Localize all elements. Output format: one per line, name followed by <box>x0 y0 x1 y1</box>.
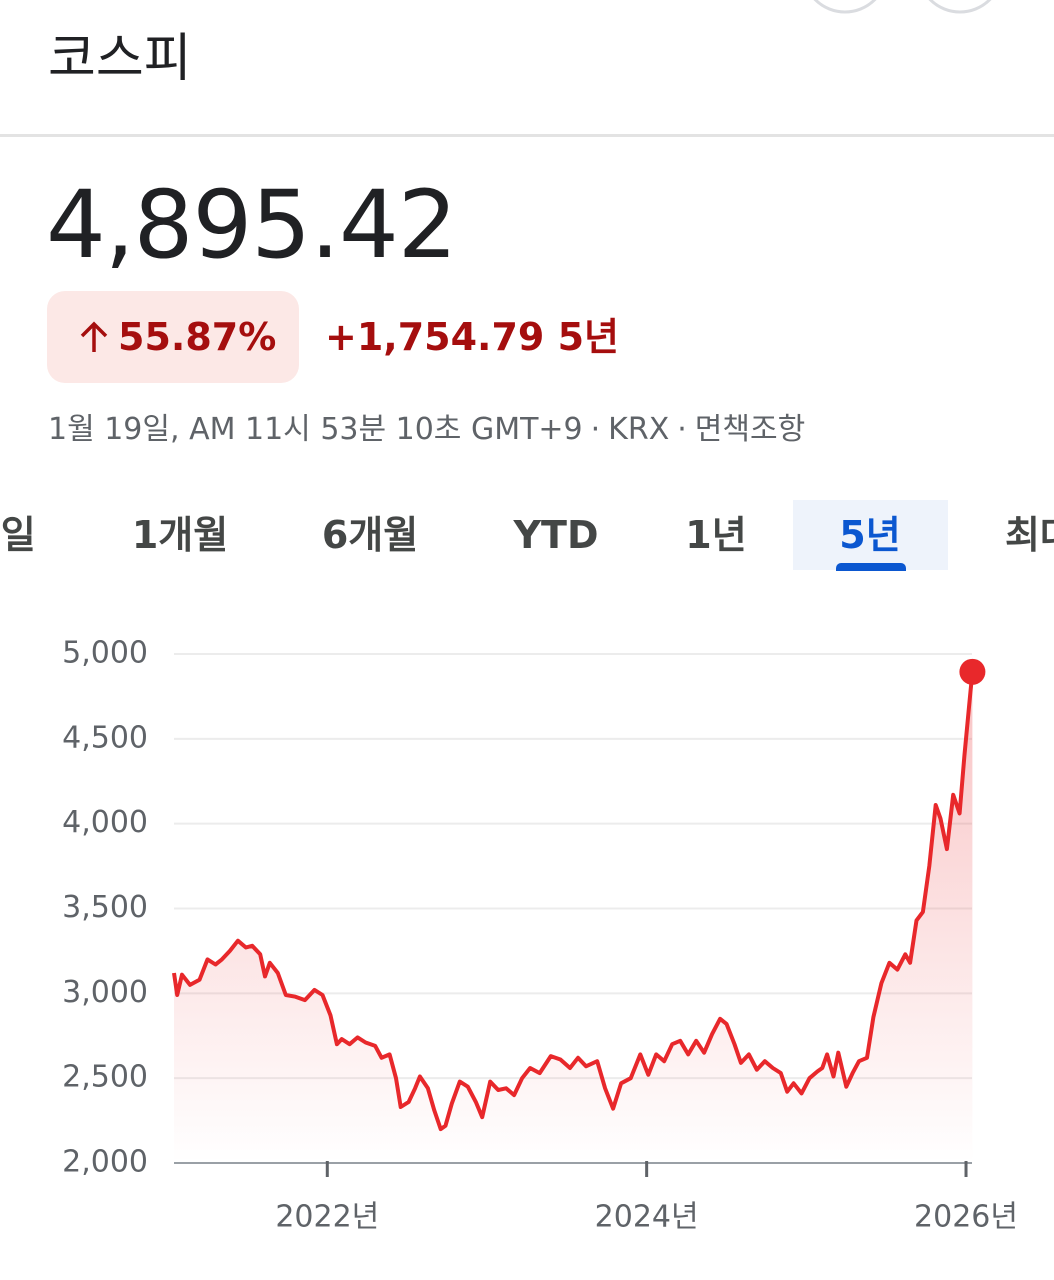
range-tab[interactable]: 1일 <box>0 513 36 557</box>
title: 코스피 <box>48 29 192 89</box>
range-tab[interactable]: 1개월 <box>131 513 229 557</box>
circle-button[interactable] <box>803 0 887 14</box>
x-tick-label: 2026년 <box>914 1200 1018 1235</box>
range-tab[interactable]: 1년 <box>685 513 747 557</box>
line <box>172 671 975 1132</box>
separator: · <box>590 412 601 447</box>
up-arrow-icon <box>80 321 108 352</box>
selected-tab-bg <box>793 500 948 570</box>
timestamp: 1월 19일, AM 11시 53분 10초 GMT+9 <box>48 412 583 447</box>
x-tick-label: 2024년 <box>595 1200 699 1235</box>
top-buttons <box>803 0 1002 14</box>
exchange: KRX <box>608 412 670 447</box>
range-tab[interactable]: YTD <box>513 513 599 557</box>
y-tick-label: 5,000 <box>62 636 148 671</box>
area <box>174 671 973 1163</box>
price: 4,895.42 <box>46 171 458 280</box>
x-tick-label: 2022년 <box>275 1200 379 1235</box>
end-point <box>959 658 986 685</box>
disclaimer-link[interactable]: 면책조항 <box>694 412 806 447</box>
range-tab[interactable]: 6개월 <box>321 513 419 557</box>
y-tick-label: 4,500 <box>62 720 148 755</box>
change-value: +1,754.79 <box>325 315 545 359</box>
change-percent: 55.87% <box>118 315 277 359</box>
y-tick-label: 2,500 <box>62 1060 148 1095</box>
range-tab[interactable]: 5년 <box>839 513 901 557</box>
y-tick-label: 2,000 <box>62 1145 148 1180</box>
change-period: 5년 <box>557 315 619 359</box>
separator: · <box>677 412 687 447</box>
y-tick-label: 3,000 <box>62 975 148 1010</box>
circle-button[interactable] <box>918 0 1002 14</box>
divider <box>0 134 1054 137</box>
range-tabs: 1일 1개월 6개월 YTD 1년 5년 최대 <box>0 500 1054 572</box>
selected-tab-indicator <box>836 563 906 571</box>
y-tick-label: 3,500 <box>62 890 148 925</box>
change: +1,754.79 5년 <box>325 313 619 361</box>
change-badge <box>47 291 299 383</box>
y-tick-label: 4,000 <box>62 805 148 840</box>
meta: 1월 19일, AM 11시 53분 10초 GMT+9 · KRX · 면책조항 <box>48 410 813 450</box>
range-tab[interactable]: 최대 <box>1005 513 1054 557</box>
